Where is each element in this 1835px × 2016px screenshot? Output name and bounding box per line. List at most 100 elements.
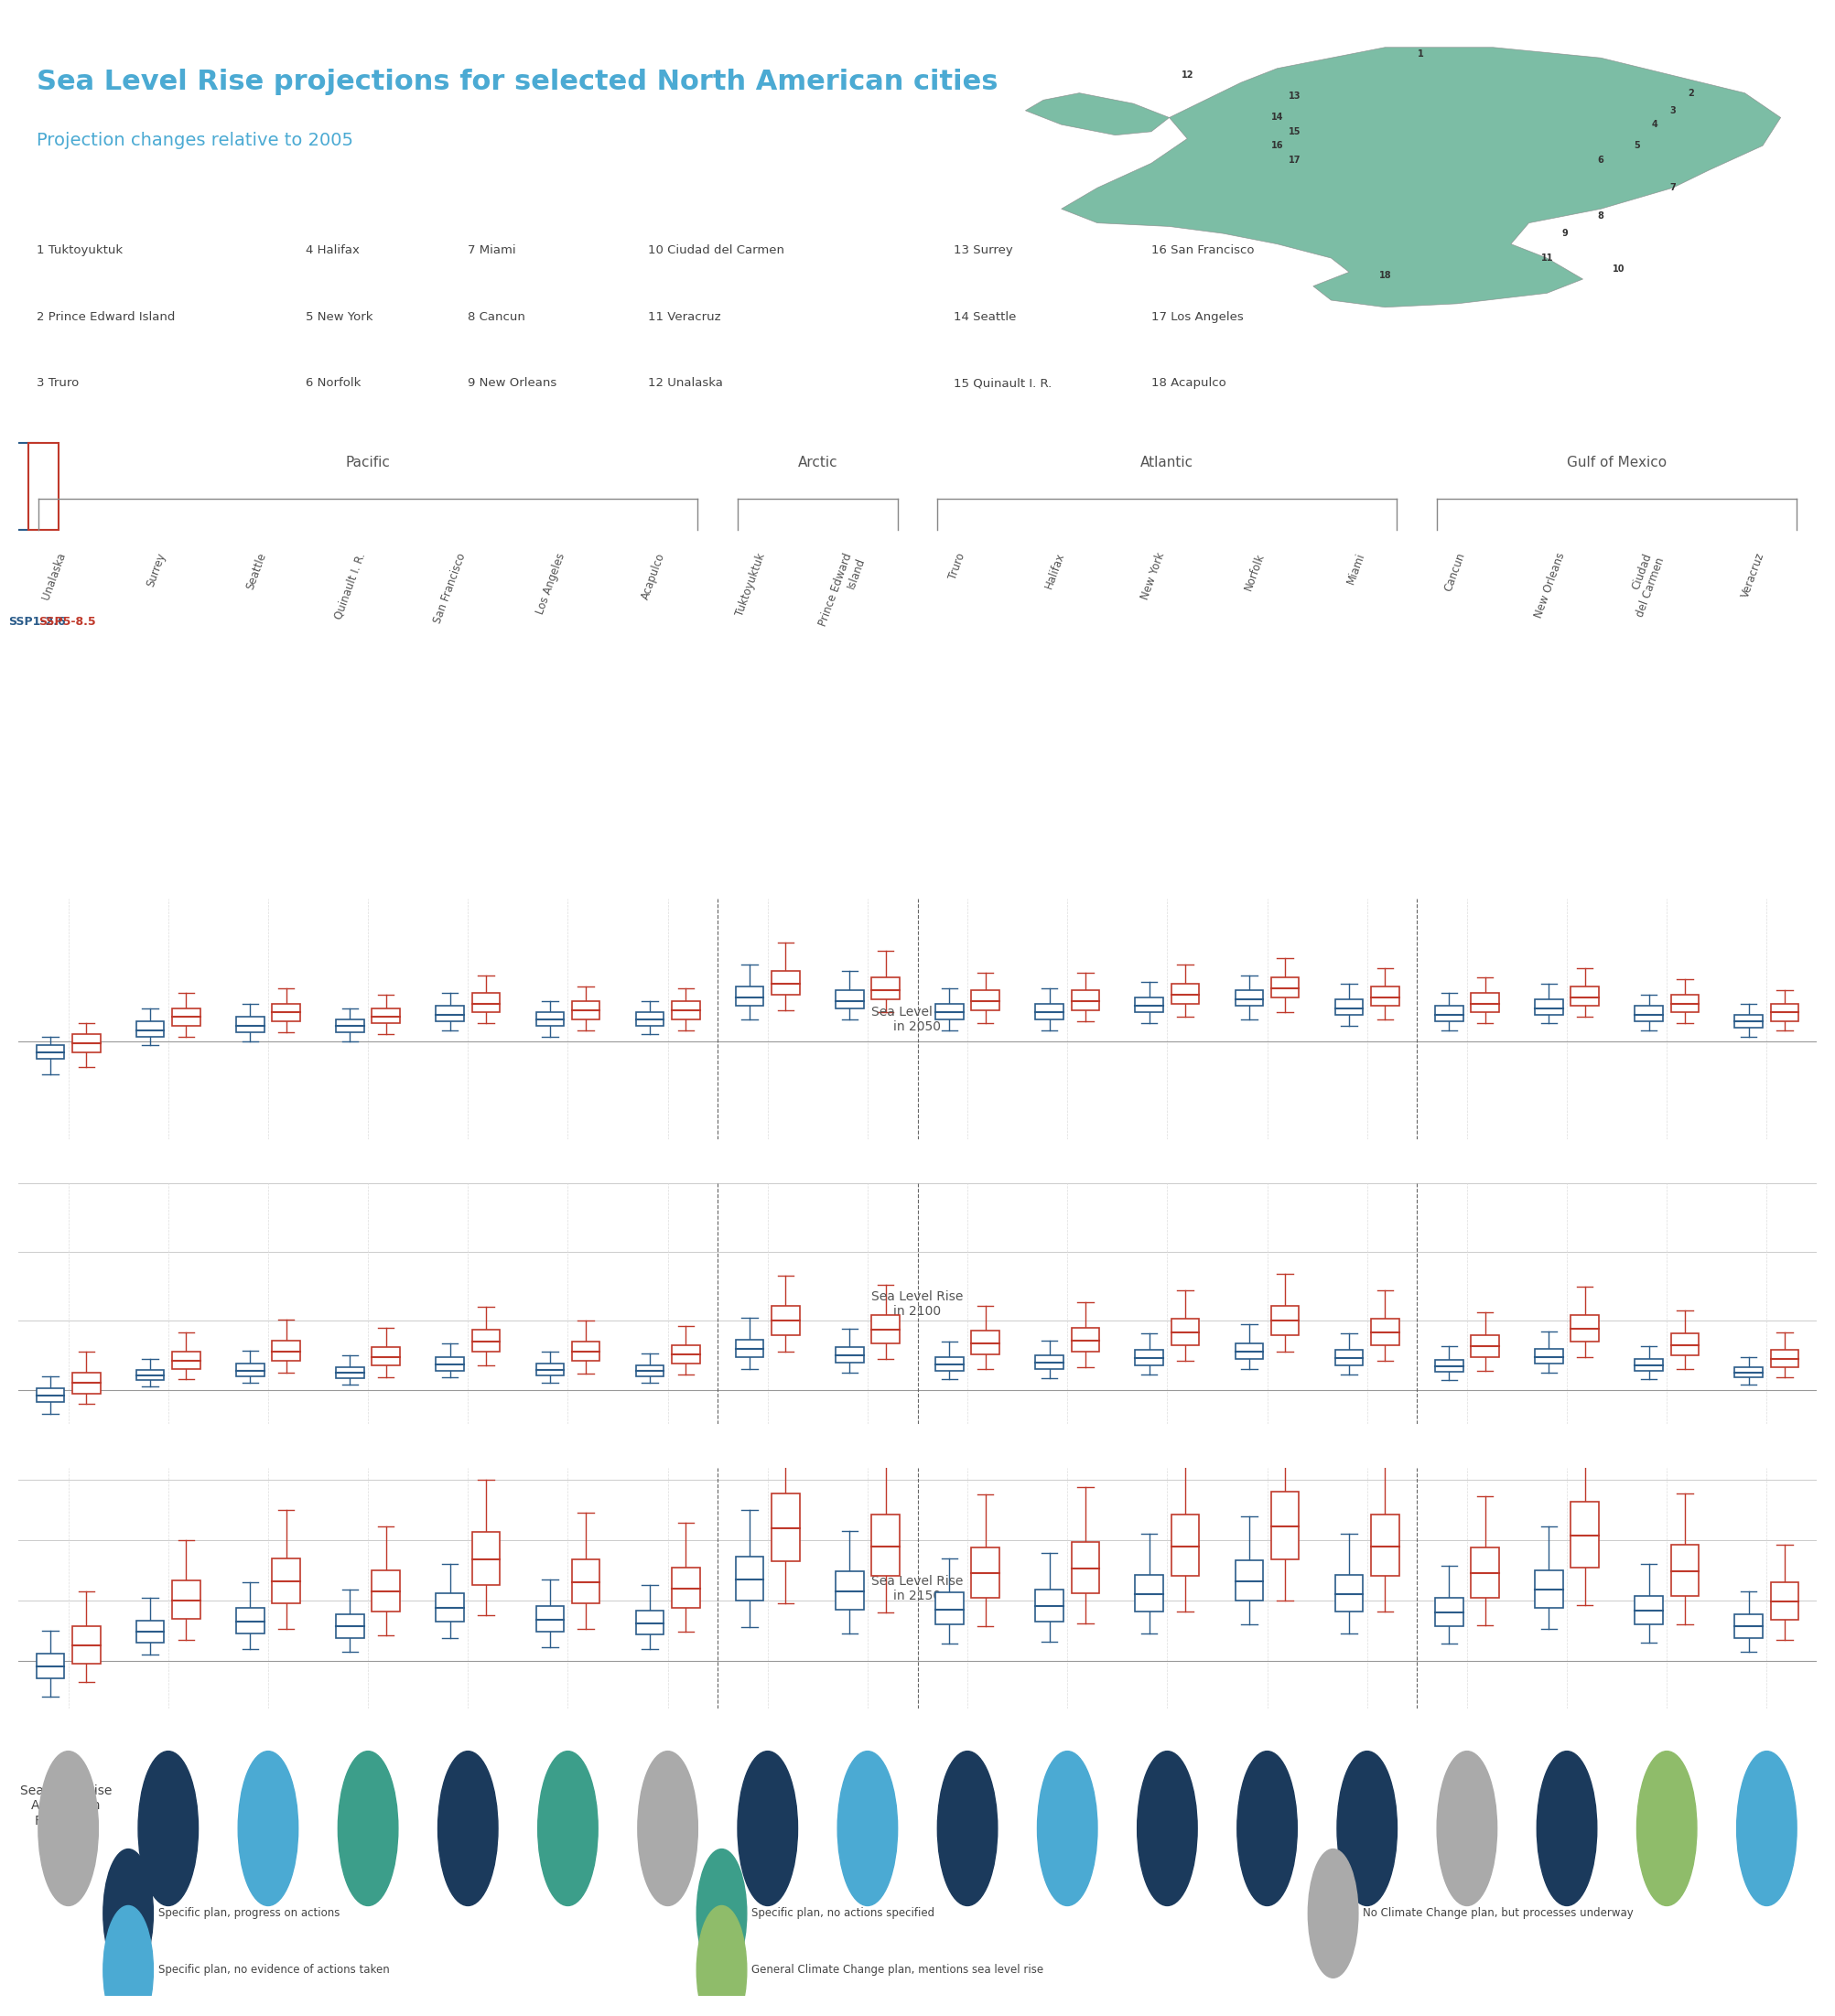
Bar [1371,1318,1398,1345]
Text: 9 New Orleans: 9 New Orleans [468,377,558,389]
Bar [635,1611,664,1635]
Bar [1235,990,1262,1006]
Text: New York: New York [1140,550,1167,601]
Text: 16: 16 [1272,141,1283,151]
Bar [37,1653,64,1679]
Bar [1472,1548,1499,1597]
Text: Gulf of Mexico: Gulf of Mexico [1567,456,1666,470]
Bar [437,1006,464,1022]
Circle shape [738,1752,798,1905]
Bar [1371,1514,1398,1577]
Text: 2 Prince Edward Island: 2 Prince Edward Island [37,310,174,323]
Text: 7 Miami: 7 Miami [468,244,516,256]
Text: General Climate Change plan, mentions sea level rise: General Climate Change plan, mentions se… [752,1964,1044,1976]
Bar [28,444,59,530]
Bar [672,1002,699,1018]
Bar [773,1306,800,1335]
Text: 3 Truro: 3 Truro [37,377,79,389]
Circle shape [1736,1752,1796,1905]
Text: 1 Tuktoyuktuk: 1 Tuktoyuktuk [37,244,123,256]
Bar [835,990,864,1008]
Bar [573,1558,600,1603]
Bar [1571,1502,1598,1566]
Text: Sea Level Rise projections for selected North American cities: Sea Level Rise projections for selected … [37,69,998,95]
Bar [1771,1351,1798,1367]
Bar [936,1593,963,1625]
Bar [1771,1004,1798,1022]
Text: 8: 8 [1598,212,1604,220]
Text: 13 Surrey: 13 Surrey [954,244,1013,256]
Text: Veracruz: Veracruz [1740,550,1767,599]
Text: Tuktoyuktuk: Tuktoyuktuk [734,550,767,617]
Text: 11 Veracruz: 11 Veracruz [648,310,721,323]
Circle shape [639,1752,697,1905]
Text: 4: 4 [1652,121,1657,129]
Bar [1472,992,1499,1012]
Bar [971,1548,1000,1597]
Text: 8 Cancun: 8 Cancun [468,310,525,323]
Circle shape [439,1752,497,1905]
Bar [573,1341,600,1361]
Bar [672,1345,699,1363]
Bar [472,992,499,1012]
Text: Unalaska: Unalaska [40,550,68,601]
Circle shape [538,1752,598,1905]
Bar [1771,1583,1798,1619]
Bar [1272,1492,1299,1558]
Bar [936,1004,963,1018]
Bar [1235,1560,1262,1601]
Text: 10 Ciudad del Carmen: 10 Ciudad del Carmen [648,244,784,256]
Bar [1136,1351,1163,1365]
Bar [437,1357,464,1371]
Text: Specific plan, no actions specified: Specific plan, no actions specified [752,1907,934,1919]
Text: 17: 17 [1288,155,1301,163]
Text: Halifax: Halifax [1044,550,1068,591]
Text: 14 Seattle: 14 Seattle [954,310,1017,323]
Text: Projection changes relative to 2005: Projection changes relative to 2005 [37,131,352,149]
Text: Prince Edward
Island: Prince Edward Island [817,550,868,633]
Bar [1136,998,1163,1012]
Bar [872,978,899,1000]
Bar [1534,1349,1563,1363]
Bar [373,1008,400,1024]
Text: No Climate Change plan, but processes underway: No Climate Change plan, but processes un… [1363,1907,1633,1919]
Bar [72,1627,101,1663]
Bar [1035,1004,1062,1018]
Text: Ciudad
del Carmen: Ciudad del Carmen [1622,550,1666,619]
Bar [536,1363,563,1375]
Text: 15: 15 [1288,127,1301,137]
Polygon shape [1026,93,1169,135]
Text: Los Angeles: Los Angeles [534,550,567,615]
Bar [936,1357,963,1371]
Bar [237,1016,264,1032]
Bar [1035,1589,1062,1621]
Text: 6 Norfolk: 6 Norfolk [306,377,361,389]
Bar [635,1365,664,1377]
Circle shape [938,1752,998,1905]
Text: 18 Acapulco: 18 Acapulco [1151,377,1226,389]
Bar [1171,1318,1200,1345]
Bar [373,1347,400,1365]
Bar [1571,986,1598,1006]
Text: SSP1-2.6: SSP1-2.6 [9,615,66,627]
Text: Sea Level Rise
in 2150: Sea Level Rise in 2150 [872,1574,963,1603]
Bar [172,1581,200,1619]
Bar [136,1022,163,1036]
Text: 18: 18 [1378,270,1391,280]
Circle shape [1437,1752,1497,1905]
Bar [1635,1595,1663,1625]
Text: 10: 10 [1613,264,1626,274]
Circle shape [1138,1752,1196,1905]
Bar [1734,1615,1763,1637]
Circle shape [338,1752,398,1905]
Text: Truro: Truro [947,550,967,581]
Text: 16 San Francisco: 16 San Francisco [1151,244,1255,256]
Text: 7: 7 [1670,183,1675,192]
Text: 1: 1 [1418,50,1424,58]
Bar [237,1363,264,1377]
Bar [336,1367,363,1379]
Bar [1171,1514,1200,1577]
Text: Sea Level Rise
in 2100: Sea Level Rise in 2100 [872,1290,963,1318]
Text: Atlantic: Atlantic [1141,456,1195,470]
Bar [272,1004,301,1022]
